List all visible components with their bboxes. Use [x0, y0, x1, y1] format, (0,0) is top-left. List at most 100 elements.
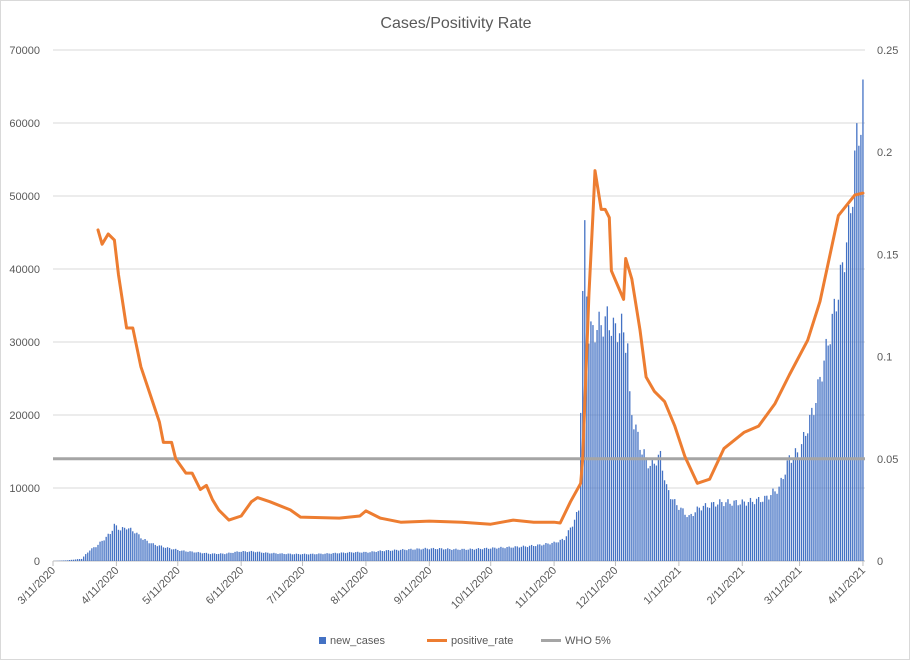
new-cases-bar: [633, 429, 635, 561]
new-cases-bar: [252, 551, 255, 561]
new-cases-bar: [436, 549, 439, 561]
new-cases-bar: [530, 544, 533, 561]
new-cases-bar: [790, 462, 793, 561]
new-cases-bar: [490, 548, 492, 561]
new-cases-bar: [827, 345, 829, 561]
new-cases-bar: [604, 316, 606, 561]
new-cases-bar: [553, 541, 555, 561]
new-cases-bar: [665, 484, 668, 561]
new-cases-bar: [123, 527, 126, 561]
new-cases-bar: [813, 415, 815, 561]
new-cases-bar: [631, 415, 633, 561]
new-cases-bar: [459, 549, 461, 561]
left-tick-label: 70000: [9, 45, 40, 57]
new-cases-bar: [89, 550, 91, 561]
new-cases-bar: [545, 543, 547, 561]
new-cases-bar: [618, 333, 621, 561]
new-cases-bar: [682, 508, 684, 561]
new-cases-bar: [858, 145, 860, 561]
new-cases-bar: [238, 551, 240, 561]
new-cases-bar: [191, 551, 193, 561]
new-cases-bar: [571, 526, 574, 561]
right-tick-label: 0.25: [877, 45, 898, 57]
x-tick-label: 5/11/2020: [140, 565, 183, 608]
new-cases-bar: [130, 527, 132, 561]
new-cases-bar: [203, 553, 206, 561]
x-tick-label: 3/11/2021: [762, 565, 805, 608]
new-cases-bar: [164, 547, 167, 561]
new-cases-bar: [637, 431, 639, 561]
new-cases-bar: [291, 554, 293, 561]
new-cases-bar: [670, 499, 672, 561]
new-cases-bar: [383, 551, 385, 561]
new-cases-bar: [477, 548, 480, 561]
right-tick-label: 0.2: [877, 147, 892, 159]
new-cases-bar: [802, 431, 805, 561]
new-cases-bar: [852, 206, 854, 561]
new-cases-bar: [510, 547, 512, 561]
new-cases-bar: [659, 450, 662, 561]
new-cases-bar: [330, 553, 332, 561]
new-cases-bar: [398, 550, 400, 561]
new-cases-bar: [312, 553, 314, 561]
new-cases-bar: [757, 497, 760, 561]
new-cases-bar: [334, 552, 336, 561]
new-cases-bar: [121, 527, 124, 561]
new-cases-bar: [173, 549, 175, 561]
new-cases-bar: [465, 549, 467, 561]
new-cases-bar: [498, 547, 500, 561]
new-cases-bar: [573, 519, 576, 561]
new-cases-bar: [635, 424, 637, 561]
new-cases-bar: [424, 547, 426, 561]
x-tick-label: 2/11/2021: [705, 565, 748, 608]
new-cases-bar: [336, 553, 338, 561]
new-cases-bar: [800, 444, 803, 561]
new-cases-bar: [786, 460, 788, 561]
x-tick-label: 6/11/2020: [204, 565, 247, 608]
new-cases-bar: [230, 552, 232, 561]
new-cases-bar: [256, 551, 259, 561]
new-cases-bar: [719, 499, 721, 561]
new-cases-bar: [856, 123, 858, 561]
new-cases-bar: [389, 550, 392, 561]
new-cases-bar: [144, 539, 146, 561]
x-tick-label: 1/11/2021: [641, 565, 684, 608]
x-tick-label: 4/11/2021: [826, 565, 869, 608]
new-cases-bar: [514, 546, 516, 561]
x-tick-label: 7/11/2020: [265, 565, 308, 608]
x-tick-label: 12/11/2020: [574, 565, 621, 612]
left-tick-label: 60000: [9, 118, 40, 130]
new-cases-bar: [422, 548, 424, 561]
new-cases-bar: [549, 544, 551, 561]
new-cases-bar: [314, 554, 316, 561]
new-cases-bar: [363, 551, 365, 561]
new-cases-bar: [627, 343, 629, 561]
new-cases-bar: [353, 552, 355, 561]
new-cases-bar: [117, 529, 120, 561]
new-cases-bar: [107, 533, 109, 561]
new-cases-bar: [213, 553, 216, 561]
new-cases-bar: [555, 542, 557, 561]
new-cases-bar: [242, 551, 244, 561]
chart-title: Cases/Positivity Rate: [380, 15, 531, 32]
new-cases-bar: [128, 528, 130, 561]
new-cases-bar: [375, 551, 377, 561]
new-cases-bar: [310, 553, 312, 561]
new-cases-bar: [377, 551, 379, 561]
new-cases-bar: [455, 548, 457, 561]
new-cases-bar: [774, 491, 776, 561]
new-cases-bar: [735, 500, 737, 561]
new-cases-bar: [743, 501, 745, 561]
new-cases-bar: [504, 548, 506, 561]
new-cases-bar: [488, 548, 490, 561]
new-cases-bar: [727, 499, 729, 561]
new-cases-bar: [598, 311, 600, 561]
right-tick-label: 0.15: [877, 249, 898, 261]
new-cases-bar: [565, 536, 568, 561]
new-cases-bar: [189, 551, 191, 561]
new-cases-bar: [316, 554, 318, 561]
new-cases-bar: [710, 502, 713, 561]
new-cases-bar: [657, 454, 660, 561]
new-cases-bar: [516, 546, 518, 561]
left-tick-label: 10000: [9, 483, 40, 495]
